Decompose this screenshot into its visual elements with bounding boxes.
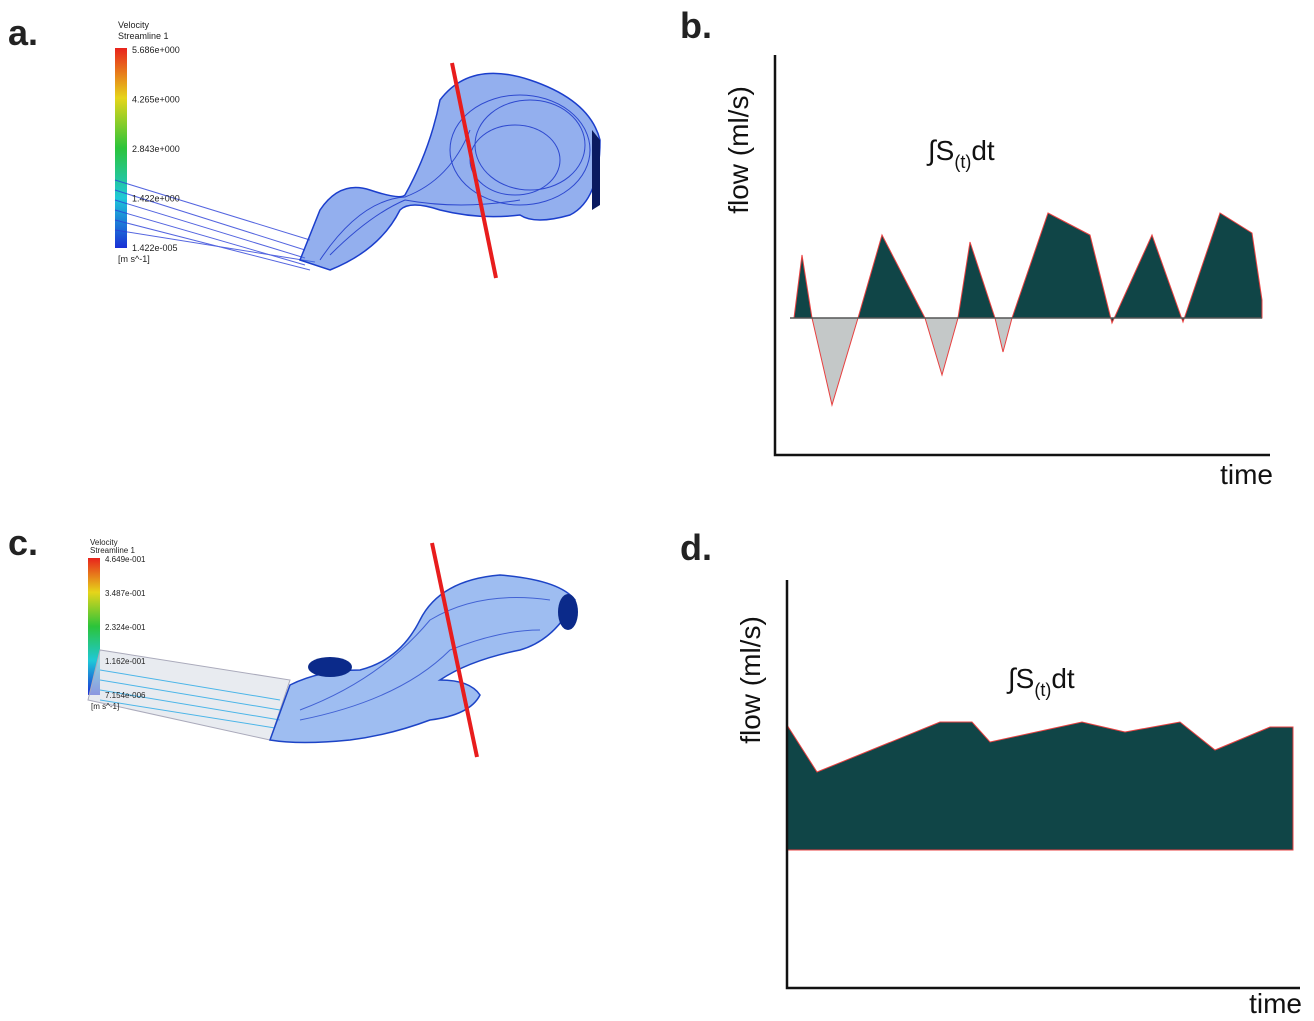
legend-tick-label: 5.686e+000 — [132, 45, 180, 55]
annotation: ∫S(t)dt — [926, 135, 995, 172]
legend-title: Velocity — [118, 20, 150, 30]
annotation: ∫S(t)dt — [1006, 663, 1075, 700]
legend-subtitle: Streamline 1 — [118, 31, 169, 41]
flow-schematic-b — [794, 213, 1262, 405]
legend-tick-label: 2.324e-001 — [105, 623, 146, 632]
legend-tick-label: 3.487e-001 — [105, 589, 146, 598]
legend-tick-label: 1.422e+000 — [132, 194, 180, 204]
legend-tick-label: 7.154e-006 — [105, 691, 146, 700]
panel-letter: c. — [8, 522, 38, 563]
axes — [775, 55, 1270, 455]
legend-tick-label: 1.422e-005 — [132, 243, 178, 253]
legend-tick-label: 1.162e-001 — [105, 657, 146, 666]
y-axis-label: flow (ml/s) — [723, 86, 754, 214]
legend-tick-label: 4.265e+000 — [132, 95, 180, 105]
legend-unit: [m s^-1] — [118, 254, 150, 264]
cfd-model-c — [88, 543, 578, 757]
cfd-model-a — [115, 63, 600, 278]
y-axis-label: flow (ml/s) — [735, 616, 766, 744]
legend-tick-label: 4.649e-001 — [105, 555, 146, 564]
legend-labels: 5.686e+000 4.265e+000 2.843e+000 1.422e+000… — [118, 45, 180, 264]
panel-letter: b. — [680, 5, 712, 46]
panel-letter: a. — [8, 12, 38, 53]
legend-unit: [m s^-1] — [91, 702, 119, 711]
legend-tick-label: 2.843e+000 — [132, 144, 180, 154]
x-axis-label: time — [1220, 459, 1273, 490]
flow-schematic-d — [787, 722, 1293, 850]
figure: a. Velocity Streamline 1 b. flow (ml/s) … — [0, 0, 1314, 1021]
x-axis-label: time — [1249, 988, 1302, 1019]
panel-letter: d. — [680, 527, 712, 568]
legend-subtitle: Streamline 1 — [90, 546, 135, 555]
color-bar — [115, 48, 127, 248]
